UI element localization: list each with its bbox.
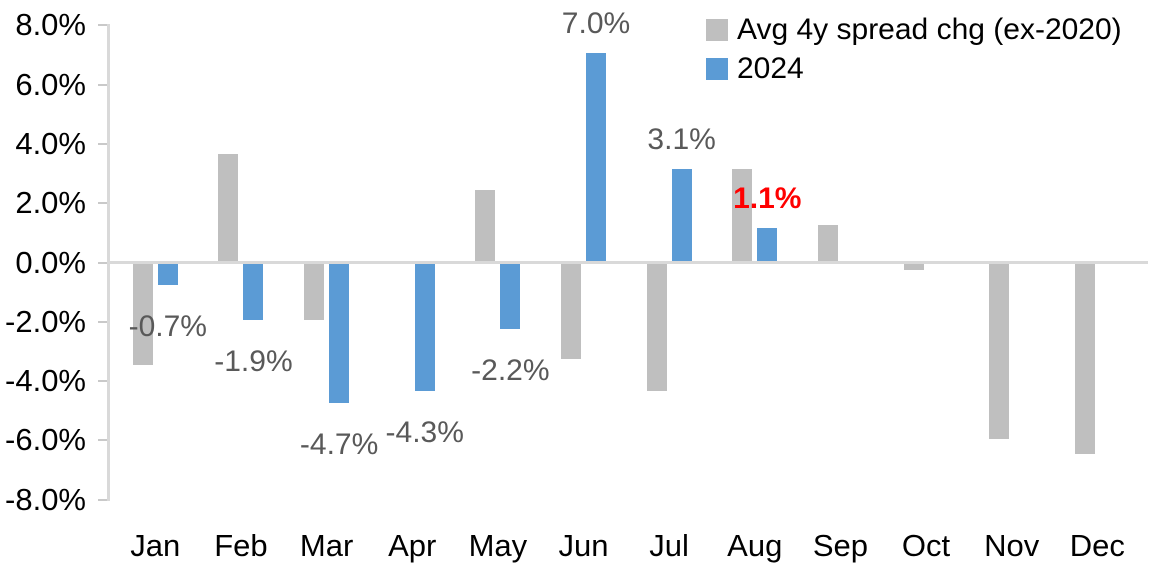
y-tick-label-0-0: 0.0% <box>15 244 86 280</box>
bar-2024-feb <box>243 264 264 321</box>
legend: Avg 4y spread chg (ex-2020) 2024 <box>706 10 1122 88</box>
y-tick-mark <box>98 320 108 323</box>
bar-avg-4y-spread-chg-ex-2020-nov <box>989 264 1010 439</box>
y-tick-label-2-0: -2.0% <box>5 303 86 339</box>
data-label-aug-2024: 1.1% <box>733 182 802 216</box>
y-tick-mark <box>98 261 108 264</box>
x-tick-label-jul: Jul <box>649 528 689 563</box>
y-tick-label-8-0: 8.0% <box>15 7 86 43</box>
y-tick-label-6-0: -6.0% <box>5 422 86 458</box>
legend-swatch-2024-series <box>706 57 728 80</box>
y-tick-mark <box>98 142 108 145</box>
bar-avg-4y-spread-chg-ex-2020-dec <box>1074 264 1095 454</box>
bar-avg-4y-spread-chg-ex-2020-jun <box>561 264 581 359</box>
x-tick-label-sep: Sep <box>812 528 868 563</box>
legend-label-2024-series: 2024 <box>737 51 804 85</box>
bar-avg-4y-spread-chg-ex-2020-jul <box>646 264 667 392</box>
y-tick-mark <box>98 24 108 27</box>
bar-avg-4y-spread-chg-ex-2020-jan <box>132 264 153 365</box>
x-tick-label-may: May <box>468 528 528 563</box>
bar-2024-aug <box>757 228 778 261</box>
legend-item-2024-series: 2024 <box>706 49 1122 88</box>
data-label-may-2024: -2.2% <box>471 354 550 388</box>
bar-2024-mar <box>329 264 350 404</box>
x-tick-label-jan: Jan <box>130 528 181 563</box>
legend-swatch-avg-series <box>706 18 728 41</box>
bar-avg-4y-spread-chg-ex-2020-mar <box>304 264 325 321</box>
data-label-jan-2024: -0.7% <box>128 309 207 343</box>
x-tick-label-aug: Aug <box>727 528 783 563</box>
legend-label-avg-series: Avg 4y spread chg (ex-2020) <box>737 12 1122 46</box>
y-tick-label-2-0: 2.0% <box>15 185 86 221</box>
x-tick-label-nov: Nov <box>984 528 1040 563</box>
bar-avg-4y-spread-chg-ex-2020-sep <box>817 225 838 261</box>
y-tick-label-4-0: 4.0% <box>15 125 86 161</box>
y-tick-mark <box>98 202 108 205</box>
x-tick-label-jun: Jun <box>558 528 609 563</box>
x-tick-label-dec: Dec <box>1069 528 1125 563</box>
y-tick-mark <box>98 83 108 86</box>
bar-avg-4y-spread-chg-ex-2020-aug <box>732 169 753 261</box>
y-tick-label-6-0: 6.0% <box>15 66 86 102</box>
x-tick-label-oct: Oct <box>901 528 951 563</box>
legend-item-avg-series: Avg 4y spread chg (ex-2020) <box>706 10 1122 49</box>
data-label-mar-2024: -4.7% <box>299 428 379 462</box>
bar-avg-4y-spread-chg-ex-2020-oct <box>903 264 924 270</box>
y-tick-mark <box>98 439 108 442</box>
data-label-jun-2024: 7.0% <box>561 7 631 41</box>
bar-2024-jun <box>586 53 606 261</box>
bar-2024-apr <box>414 264 435 392</box>
data-label-apr-2024: -4.3% <box>385 416 464 450</box>
bar-2024-jul <box>671 169 692 261</box>
bar-avg-4y-spread-chg-ex-2020-feb <box>218 154 239 261</box>
bar-2024-may <box>500 264 521 330</box>
y-tick-label-4-0: -4.0% <box>5 363 86 399</box>
data-label-feb-2024: -1.9% <box>214 345 293 379</box>
y-tick-mark <box>98 380 108 383</box>
x-tick-label-mar: Mar <box>299 528 354 563</box>
zero-axis-line <box>107 261 1148 264</box>
bar-avg-4y-spread-chg-ex-2020-may <box>475 189 496 261</box>
y-tick-mark <box>98 498 108 501</box>
bar-2024-jan <box>157 264 178 285</box>
data-label-jul-2024: 3.1% <box>647 123 716 157</box>
x-tick-label-apr: Apr <box>388 528 437 563</box>
x-tick-label-feb: Feb <box>214 528 268 563</box>
y-tick-label-8-0: -8.0% <box>5 481 86 517</box>
